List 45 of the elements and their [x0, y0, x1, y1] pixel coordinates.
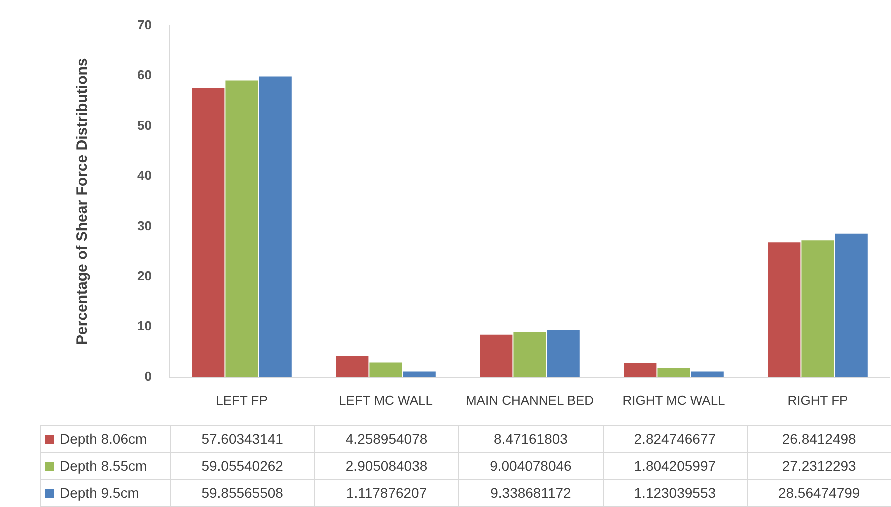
bar	[802, 240, 834, 378]
data-label: 26.8412498	[747, 426, 891, 452]
data-label: 1.123039553	[603, 480, 748, 506]
legend-label: Depth 8.06cm	[60, 431, 148, 447]
bar	[259, 76, 292, 378]
data-label: 2.824746677	[603, 426, 748, 452]
bar	[370, 362, 402, 378]
y-axis-title: Percentage of Shear Force Distributions	[74, 58, 92, 345]
data-label: 9.004078046	[458, 452, 604, 480]
data-label: 9.338681172	[458, 480, 604, 506]
data-label: 2.905084038	[314, 452, 459, 480]
bar	[226, 80, 258, 378]
data-label: 8.47161803	[458, 426, 604, 452]
x-tick-label: RIGHT MC WALL	[622, 392, 726, 408]
bar	[768, 242, 801, 378]
data-label: 4.258954078	[314, 426, 459, 452]
legend-label: Depth 9.5cm	[60, 485, 140, 501]
bar	[336, 356, 369, 378]
bar	[192, 88, 225, 378]
y-tick-label: 30	[138, 218, 152, 234]
bar	[514, 332, 546, 378]
y-tick-label: 20	[138, 268, 152, 284]
y-tick-label: 50	[138, 118, 152, 133]
bar	[835, 234, 868, 378]
y-tick-label: 70	[138, 17, 152, 32]
data-label: 59.05540262	[170, 452, 315, 480]
data-label: 27.2312293	[747, 452, 891, 480]
bar	[547, 330, 580, 378]
y-tick-label: 10	[138, 318, 152, 334]
y-tick-label: 40	[138, 168, 152, 184]
data-label: 1.804205997	[603, 452, 748, 480]
x-tick-label: MAIN CHANNEL BED	[466, 392, 594, 408]
data-label: 1.117876207	[314, 480, 459, 506]
data-label: 57.60343141	[170, 426, 315, 452]
y-tick-label: 0	[144, 368, 152, 384]
bar	[624, 363, 657, 378]
data-label: 28.56474799	[747, 480, 891, 506]
legend-label: Depth 8.55cm	[60, 458, 148, 474]
y-tick-label: 60	[138, 68, 152, 83]
data-label: 59.85565508	[170, 480, 315, 506]
x-tick-label: LEFT MC WALL	[339, 392, 433, 408]
x-tick-label: RIGHT FP	[788, 392, 848, 408]
bar	[480, 334, 513, 378]
x-tick-label: LEFT FP	[216, 392, 268, 408]
bar	[658, 368, 690, 378]
